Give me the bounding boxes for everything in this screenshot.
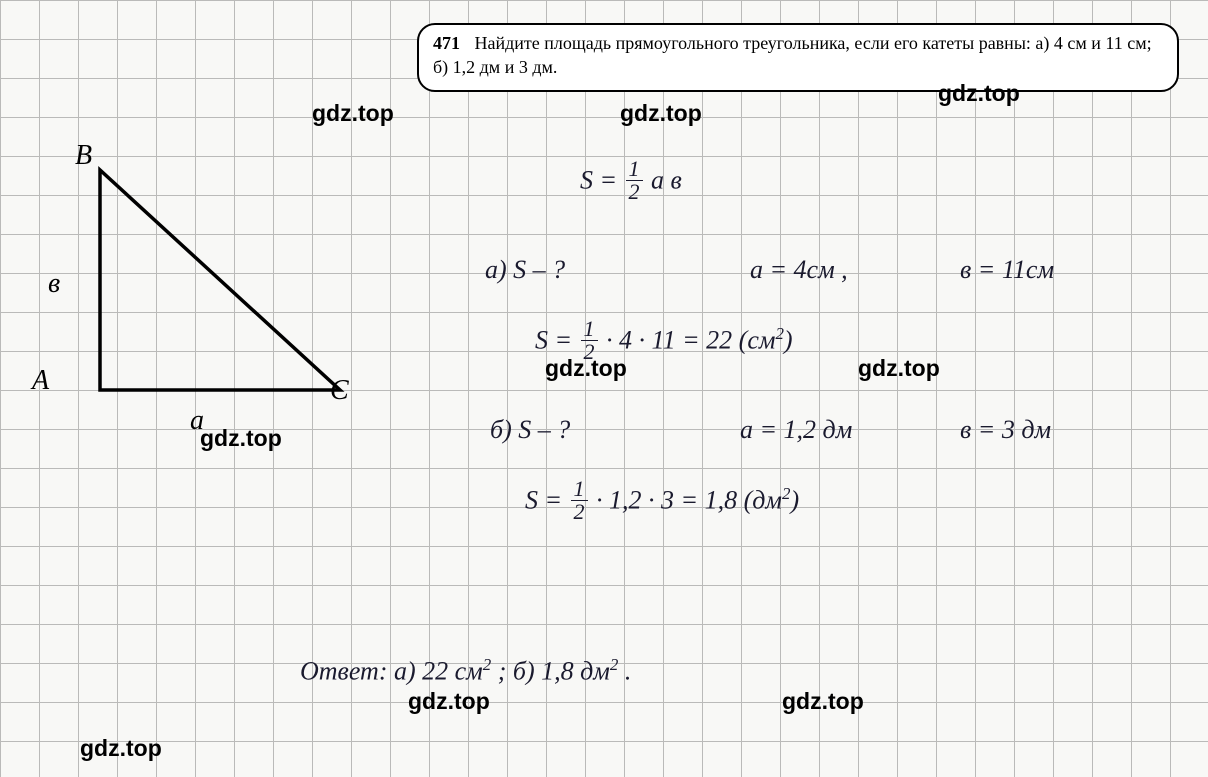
side-b-label: в bbox=[48, 268, 60, 300]
watermark: gdz.top bbox=[782, 688, 864, 715]
formula-fraction: 1 2 bbox=[626, 158, 643, 203]
vertex-a: A bbox=[32, 365, 49, 397]
formula-prefix: S = bbox=[580, 165, 624, 194]
part-a-label: а) S – ? bbox=[485, 255, 565, 285]
part-b-fraction: 1 2 bbox=[571, 478, 588, 523]
vertex-b: B bbox=[75, 140, 92, 172]
watermark: gdz.top bbox=[545, 355, 627, 382]
part-a-exp: 2 bbox=[775, 324, 783, 343]
watermark: gdz.top bbox=[858, 355, 940, 382]
area-formula: S = 1 2 a в bbox=[580, 160, 682, 205]
watermark: gdz.top bbox=[408, 688, 490, 715]
watermark: gdz.top bbox=[620, 100, 702, 127]
triangle-diagram bbox=[20, 150, 360, 410]
part-a-given-a: a = 4см , bbox=[750, 255, 848, 285]
problem-number: 471 bbox=[433, 31, 460, 55]
part-b-label: б) S – ? bbox=[490, 415, 570, 445]
part-b-given-b: в = 3 дм bbox=[960, 415, 1051, 445]
problem-text: Найдите площадь прямоугольного треугольн… bbox=[433, 33, 1152, 77]
watermark: gdz.top bbox=[200, 425, 282, 452]
answer-line: Ответ: а) 22 см2 ; б) 1,8 дм2 . bbox=[300, 655, 631, 687]
problem-box: 471 Найдите площадь прямоугольного треуг… bbox=[417, 23, 1179, 92]
formula-suffix: a в bbox=[651, 165, 682, 194]
watermark: gdz.top bbox=[80, 735, 162, 762]
vertex-c: C bbox=[330, 375, 349, 407]
part-b-given-a: a = 1,2 дм bbox=[740, 415, 852, 445]
part-b-calc: S = 1 2 · 1,2 · 3 = 1,8 (дм2) bbox=[525, 480, 799, 525]
triangle-shape bbox=[100, 170, 340, 390]
watermark: gdz.top bbox=[312, 100, 394, 127]
part-a-given-b: в = 11см bbox=[960, 255, 1054, 285]
watermark: gdz.top bbox=[938, 80, 1020, 107]
